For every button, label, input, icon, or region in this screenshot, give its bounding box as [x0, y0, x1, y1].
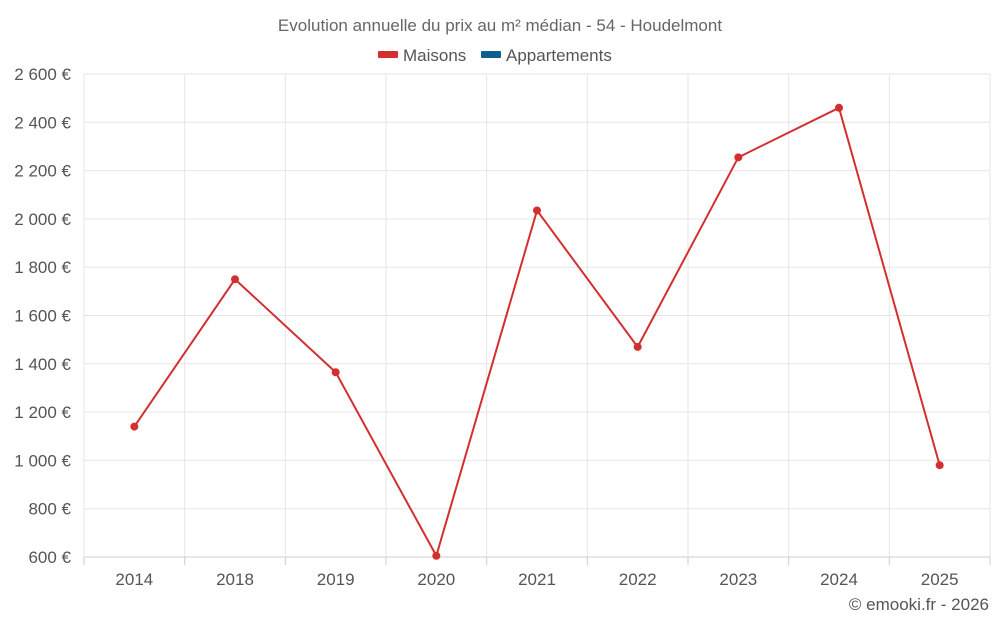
y-tick-label: 1 600 €: [14, 307, 71, 326]
y-tick-label: 800 €: [28, 500, 71, 519]
x-axis-labels: 2014 2018 2019 2020 2021 2022 2023 2024 2025: [115, 570, 958, 589]
x-tick-label: 2024: [820, 570, 858, 589]
y-axis-labels: 600 € 800 € 1 000 € 1 200 € 1 400 € 1 600 € 1 …: [14, 65, 71, 567]
data-point-maisons-2024[interactable]: [835, 103, 843, 112]
legend-item-appartements[interactable]: Appartements: [481, 46, 612, 65]
x-tick-label: 2025: [921, 570, 959, 589]
x-tick-label: 2018: [216, 570, 254, 589]
y-tick-label: 2 600 €: [14, 65, 71, 84]
data-point-maisons-2014[interactable]: [130, 422, 139, 431]
legend-item-maisons[interactable]: Maisons: [378, 46, 466, 65]
y-gridlines: [84, 73, 990, 558]
x-tick-label: 2021: [518, 570, 556, 589]
data-point-maisons-2023[interactable]: [734, 153, 743, 162]
y-tick-label: 2 400 €: [14, 113, 71, 132]
x-tick-label: 2014: [115, 570, 153, 589]
chart-title: Evolution annuelle du prix au m² médian …: [278, 16, 722, 35]
y-tick-label: 600 €: [28, 548, 71, 567]
x-tick-label: 2020: [417, 570, 455, 589]
data-point-maisons-2025[interactable]: [935, 461, 944, 470]
y-tick-label: 2 200 €: [14, 162, 71, 181]
x-tick-label: 2019: [317, 570, 355, 589]
series-line-maisons: [133, 106, 941, 559]
legend-label-maisons: Maisons: [403, 46, 466, 65]
data-point-maisons-2019[interactable]: [331, 368, 340, 377]
legend-swatch-appartements: [481, 51, 501, 58]
y-tick-label: 1 200 €: [14, 403, 71, 422]
legend-swatch-maisons: [378, 51, 398, 58]
data-point-maisons-2018[interactable]: [231, 275, 239, 284]
y-tick-label: 1 800 €: [14, 258, 71, 277]
series-layer: [130, 103, 944, 560]
x-tick-label: 2023: [719, 570, 757, 589]
data-point-maisons-2020[interactable]: [432, 551, 441, 560]
data-point-maisons-2022[interactable]: [633, 342, 642, 351]
y-tick-label: 1 400 €: [14, 355, 71, 374]
data-point-maisons-2021[interactable]: [533, 206, 541, 215]
y-tick-label: 2 000 €: [14, 210, 71, 229]
legend-label-appartements: Appartements: [506, 46, 612, 65]
legend: Maisons Appartements: [378, 46, 612, 65]
y-tick-label: 1 000 €: [14, 451, 71, 470]
x-gridlines: [83, 74, 991, 565]
x-tick-label: 2022: [619, 570, 657, 589]
credit-text: © emooki.fr - 2026: [849, 595, 989, 614]
